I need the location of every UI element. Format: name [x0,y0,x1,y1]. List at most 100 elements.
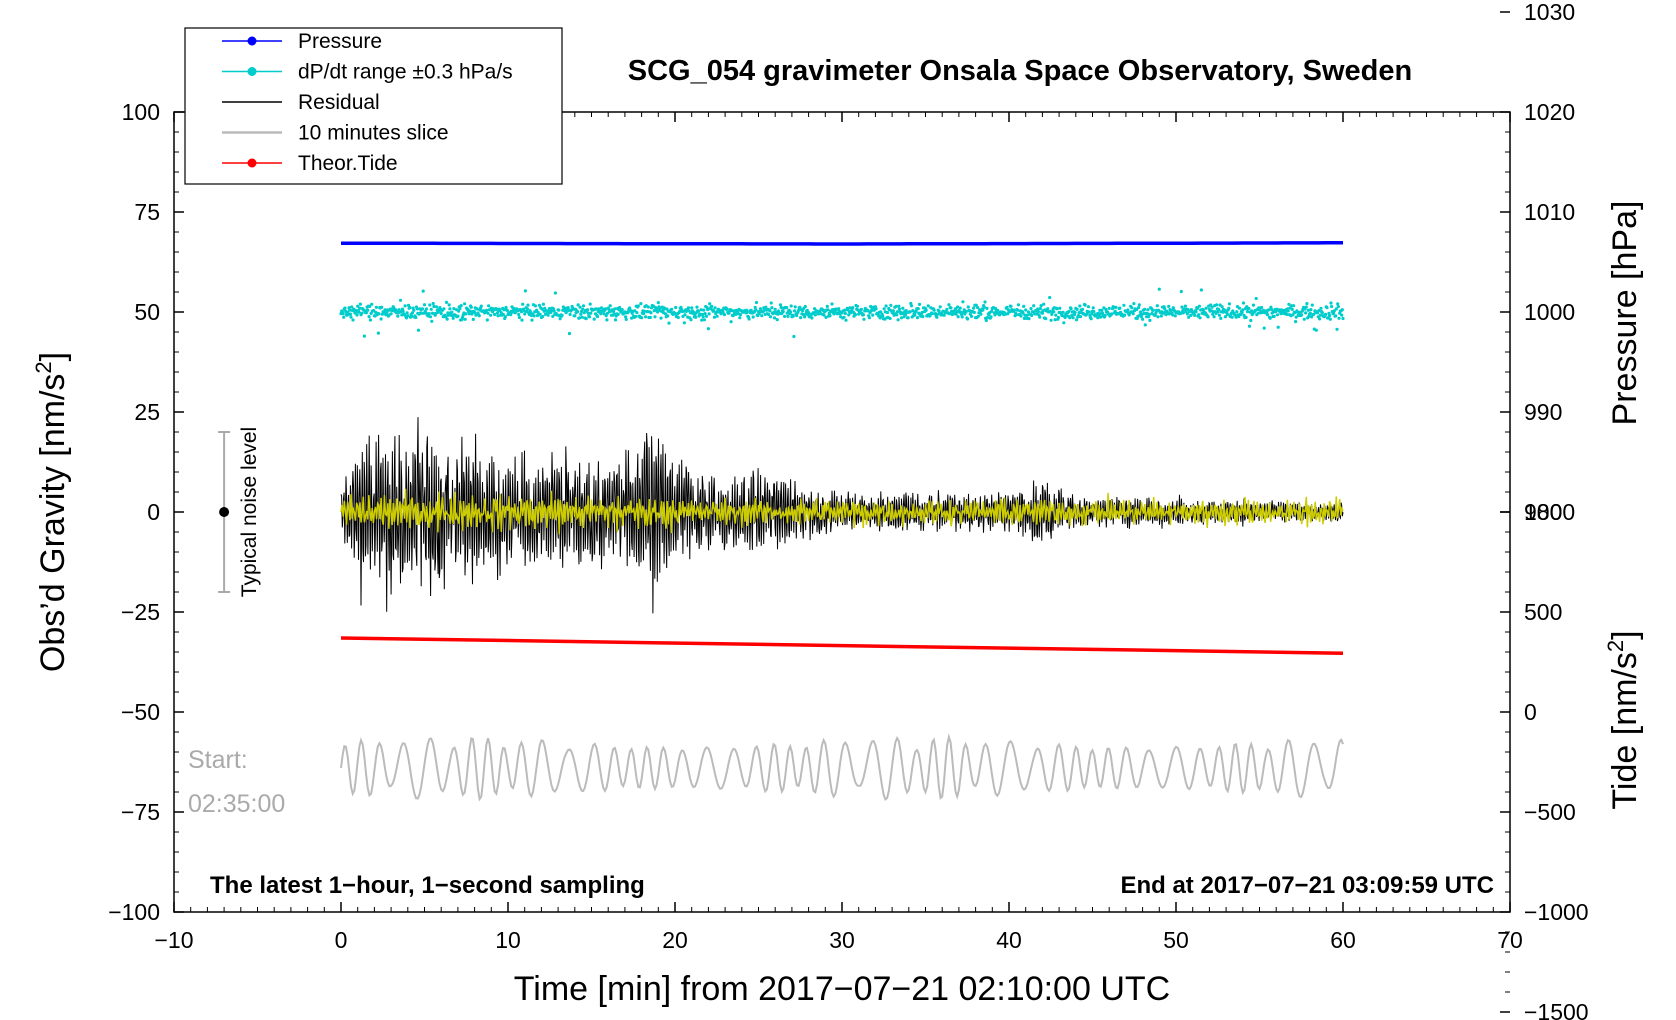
dpdt-point [1024,308,1028,312]
dpdt-point [403,304,407,308]
dpdt-point [653,315,657,319]
dpdt-point [358,302,362,306]
dpdt-point [901,306,905,310]
dpdt-point [592,317,596,321]
dpdt-point [1227,302,1231,306]
dpdt-point [341,312,345,316]
dpdt-point [1249,309,1254,313]
dpdt-point [963,312,967,316]
dpdt-point [942,313,946,317]
dpdt-point [984,318,988,323]
dpdt-point [547,307,552,311]
dpdt-point [1179,311,1183,315]
dpdt-point [676,315,680,320]
dpdt-point [446,313,451,317]
dpdt-point [1199,288,1203,292]
y-axis-title-tide-sup: 2 [1603,640,1628,652]
dpdt-point [445,317,449,321]
dpdt-point [1148,318,1152,322]
dpdt-point [1219,316,1223,320]
dpdt-point [789,304,793,308]
dpdt-point [1329,301,1333,305]
dpdt-point [1225,312,1229,316]
dpdt-point [520,318,524,322]
dpdt-point [523,312,527,316]
dpdt-point [586,311,590,315]
dpdt-point [585,308,590,312]
dpdt-point [924,308,928,312]
dpdt-point [1247,324,1252,328]
dpdt-point [1156,315,1160,319]
dpdt-point [960,312,964,317]
dpdt-point [770,306,774,310]
dpdt-point [1193,313,1197,317]
dpdt-point [881,314,885,318]
dpdt-point [1123,313,1127,317]
dpdt-point [1012,308,1016,312]
dpdt-point [578,305,582,309]
dpdt-point [581,307,585,311]
dpdt-point [573,314,577,318]
dpdt-point [461,315,465,319]
dpdt-point [1038,307,1042,311]
dpdt-point [523,289,528,293]
dpdt-point [1068,316,1072,320]
dpdt-point [1305,302,1309,306]
dpdt-point [879,310,883,314]
dpdt-point [722,313,727,317]
dpdt-point [568,312,572,317]
dpdt-point [599,312,603,316]
dpdt-point [906,316,910,320]
legend-label: dP/dt range ±0.3 hPa/s [298,61,513,84]
dpdt-point [429,307,433,311]
dpdt-point [566,306,570,310]
dpdt-point [1114,305,1118,309]
dpdt-point [956,305,960,309]
tide-tick-label: 0 [1524,699,1537,725]
dpdt-point [1332,309,1336,313]
dpdt-point [348,308,352,312]
dpdt-point [557,308,561,312]
dpdt-point [1054,313,1058,317]
dpdt-point [553,291,558,295]
dpdt-point [360,311,364,315]
dpdt-point [1267,308,1271,312]
dpdt-point [640,316,644,320]
dpdt-point [1131,312,1135,316]
dpdt-point [1272,314,1276,318]
dpdt-point [786,314,790,318]
dpdt-point [966,305,970,309]
dpdt-point [797,308,801,312]
dpdt-point [913,313,917,317]
legend-label: Residual [298,91,380,114]
dpdt-point [702,318,707,322]
dpdt-point [422,303,427,307]
dpdt-point [350,305,354,309]
dpdt-point [410,314,414,318]
dpdt-point [1319,306,1323,310]
dpdt-point [1230,315,1234,319]
y-tick-label-left: −25 [121,599,160,625]
dpdt-point [1073,310,1077,315]
tide-tick-label: −1500 [1524,999,1589,1020]
dpdt-point [825,304,829,308]
dpdt-point [575,310,580,314]
dpdt-point [810,316,814,320]
x-axis-title: Time [min] from 2017−07−21 02:10:00 UTC [514,970,1170,1008]
dpdt-point [530,318,534,322]
legend: Pressure dP/dt range ±0.3 hPa/s Residual 10… [184,27,563,185]
plot-frame [173,111,1511,913]
dpdt-point [983,300,987,304]
dpdt-point [1036,310,1040,314]
dpdt-point [989,315,993,319]
dpdt-point [1290,307,1294,311]
dpdt-point [764,305,768,309]
dpdt-point [355,313,359,317]
dpdt-point [725,307,729,311]
dpdt-point [682,321,687,325]
dpdt-point [1240,311,1244,315]
y-axis-title-pressure: Pressure [hPa] [1606,201,1644,426]
dpdt-point [853,313,858,317]
dpdt-point [1286,309,1290,313]
legend-swatch-marker [247,158,257,168]
